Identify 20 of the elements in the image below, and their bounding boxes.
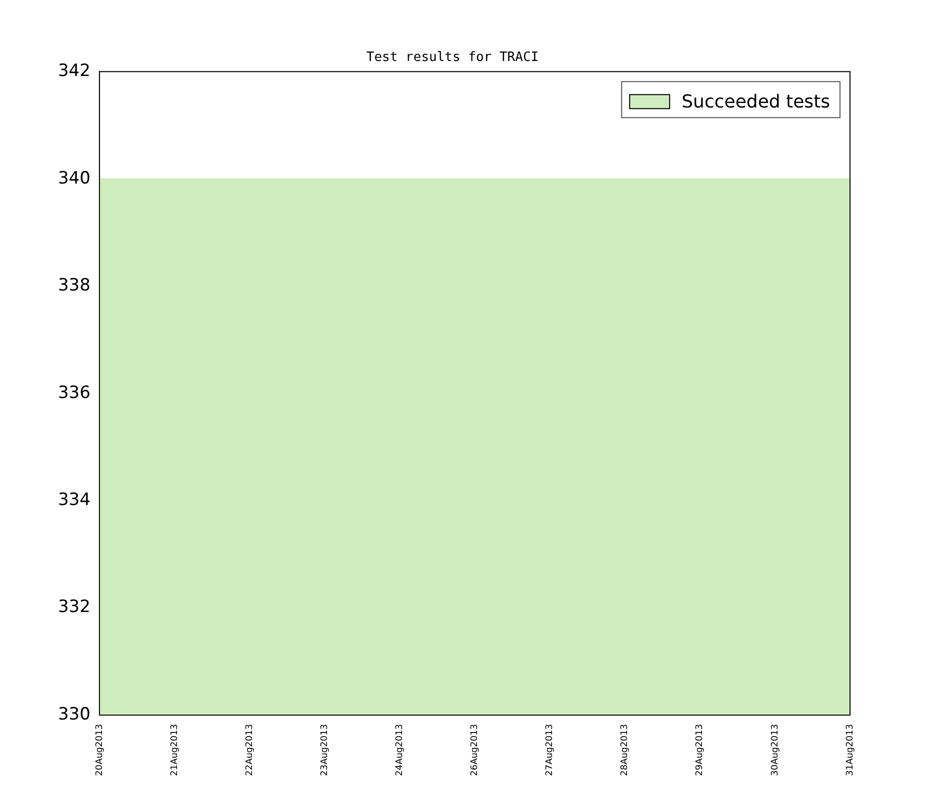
x-tick-label: 28Aug2013 (620, 724, 630, 776)
x-tick-label: 30Aug2013 (770, 724, 780, 776)
legend-label: Succeeded tests (682, 91, 830, 112)
x-tick-label: 26Aug2013 (470, 724, 480, 776)
y-tick-label: 336 (58, 382, 90, 403)
chart-title: Test results for TRACI (366, 50, 539, 66)
y-tick-label: 332 (58, 597, 90, 618)
x-tick-label: 21Aug2013 (170, 724, 180, 776)
y-tick-label: 334 (58, 490, 90, 510)
x-tick-label: 27Aug2013 (545, 724, 556, 776)
x-tick-label: 24Aug2013 (395, 724, 406, 776)
y-tick-label: 340 (58, 168, 90, 188)
y-tick-label: 342 (58, 61, 90, 82)
y-tick-label: 330 (58, 704, 90, 724)
x-tick-label: 23Aug2013 (320, 724, 330, 776)
x-tick-label: 20Aug2013 (94, 724, 105, 776)
x-tick-label: 29Aug2013 (695, 724, 706, 776)
y-tick-label: 338 (58, 276, 90, 296)
x-tick-label: 22Aug2013 (244, 724, 255, 776)
x-tick-label: 31Aug2013 (845, 724, 856, 776)
